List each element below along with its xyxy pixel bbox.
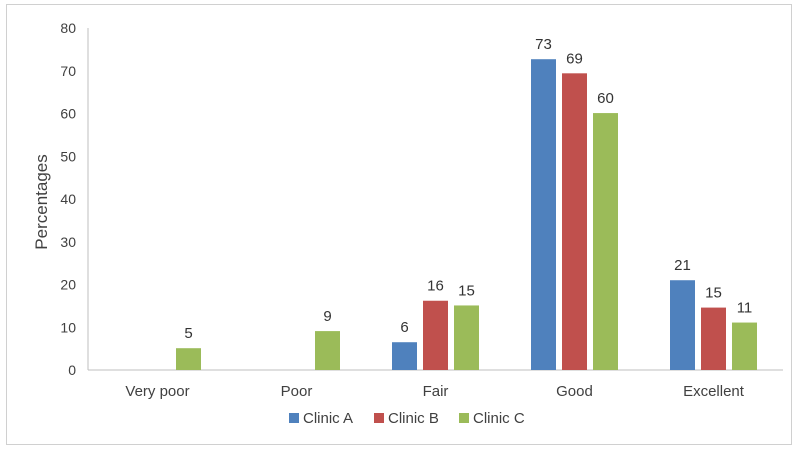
x-tick-label: Good (556, 383, 593, 400)
data-label: 9 (323, 308, 331, 325)
x-axis: Very poor Poor Fair Good Excellent (88, 369, 783, 400)
bars (176, 59, 757, 371)
bar-clinic-c-very-poor (176, 348, 201, 370)
y-tick-label: 30 (60, 234, 76, 250)
x-tick-label: Fair (423, 383, 449, 400)
legend: Clinic A Clinic B Clinic C (289, 410, 525, 427)
chart-frame: 0 10 20 30 40 50 60 70 80 Very poor Poor Fair Good E… (6, 4, 792, 445)
y-tick-label: 50 (60, 148, 76, 164)
y-axis: 0 10 20 30 40 50 60 70 80 (60, 20, 89, 378)
legend-swatch (289, 413, 299, 423)
bar-clinic-a-fair (392, 342, 417, 370)
legend-swatch (459, 413, 469, 423)
legend-entry: Clinic A (303, 410, 353, 427)
data-label: 15 (705, 285, 722, 302)
data-label: 60 (597, 90, 614, 107)
data-label: 15 (458, 282, 475, 299)
x-tick-label: Poor (281, 383, 313, 400)
y-tick-label: 0 (68, 362, 76, 378)
data-label: 6 (400, 319, 408, 336)
bar-chart: 0 10 20 30 40 50 60 70 80 Very poor Poor Fair Good E… (32, 20, 783, 427)
legend-entry: Clinic B (388, 410, 439, 427)
bar-clinic-b-excellent (701, 307, 726, 370)
bar-clinic-c-poor (315, 331, 340, 370)
bar-clinic-c-good (593, 113, 618, 370)
x-tick-label: Excellent (683, 383, 745, 400)
data-labels: 6 73 21 16 69 15 5 9 15 60 11 (184, 36, 752, 342)
y-tick-label: 40 (60, 191, 76, 207)
bar-clinic-b-good (562, 73, 587, 370)
legend-entry: Clinic C (473, 410, 525, 427)
y-tick-label: 10 (60, 319, 76, 335)
bar-clinic-c-excellent (732, 322, 757, 370)
bar-clinic-a-excellent (670, 280, 695, 370)
y-axis-label: Percentages (32, 154, 51, 249)
data-label: 16 (427, 278, 444, 295)
y-tick-label: 70 (60, 63, 76, 79)
data-label: 11 (737, 300, 753, 317)
y-tick-label: 20 (60, 277, 76, 293)
bar-clinic-a-good (531, 59, 556, 371)
data-label: 73 (535, 36, 552, 53)
y-tick-label: 80 (60, 20, 76, 36)
data-label: 21 (674, 257, 691, 274)
y-tick-label: 60 (60, 106, 76, 122)
data-label: 69 (566, 50, 583, 67)
legend-swatch (374, 413, 384, 423)
bar-clinic-c-fair (454, 305, 479, 370)
data-label: 5 (184, 325, 192, 342)
bar-clinic-b-fair (423, 300, 448, 370)
x-tick-label: Very poor (125, 383, 189, 400)
